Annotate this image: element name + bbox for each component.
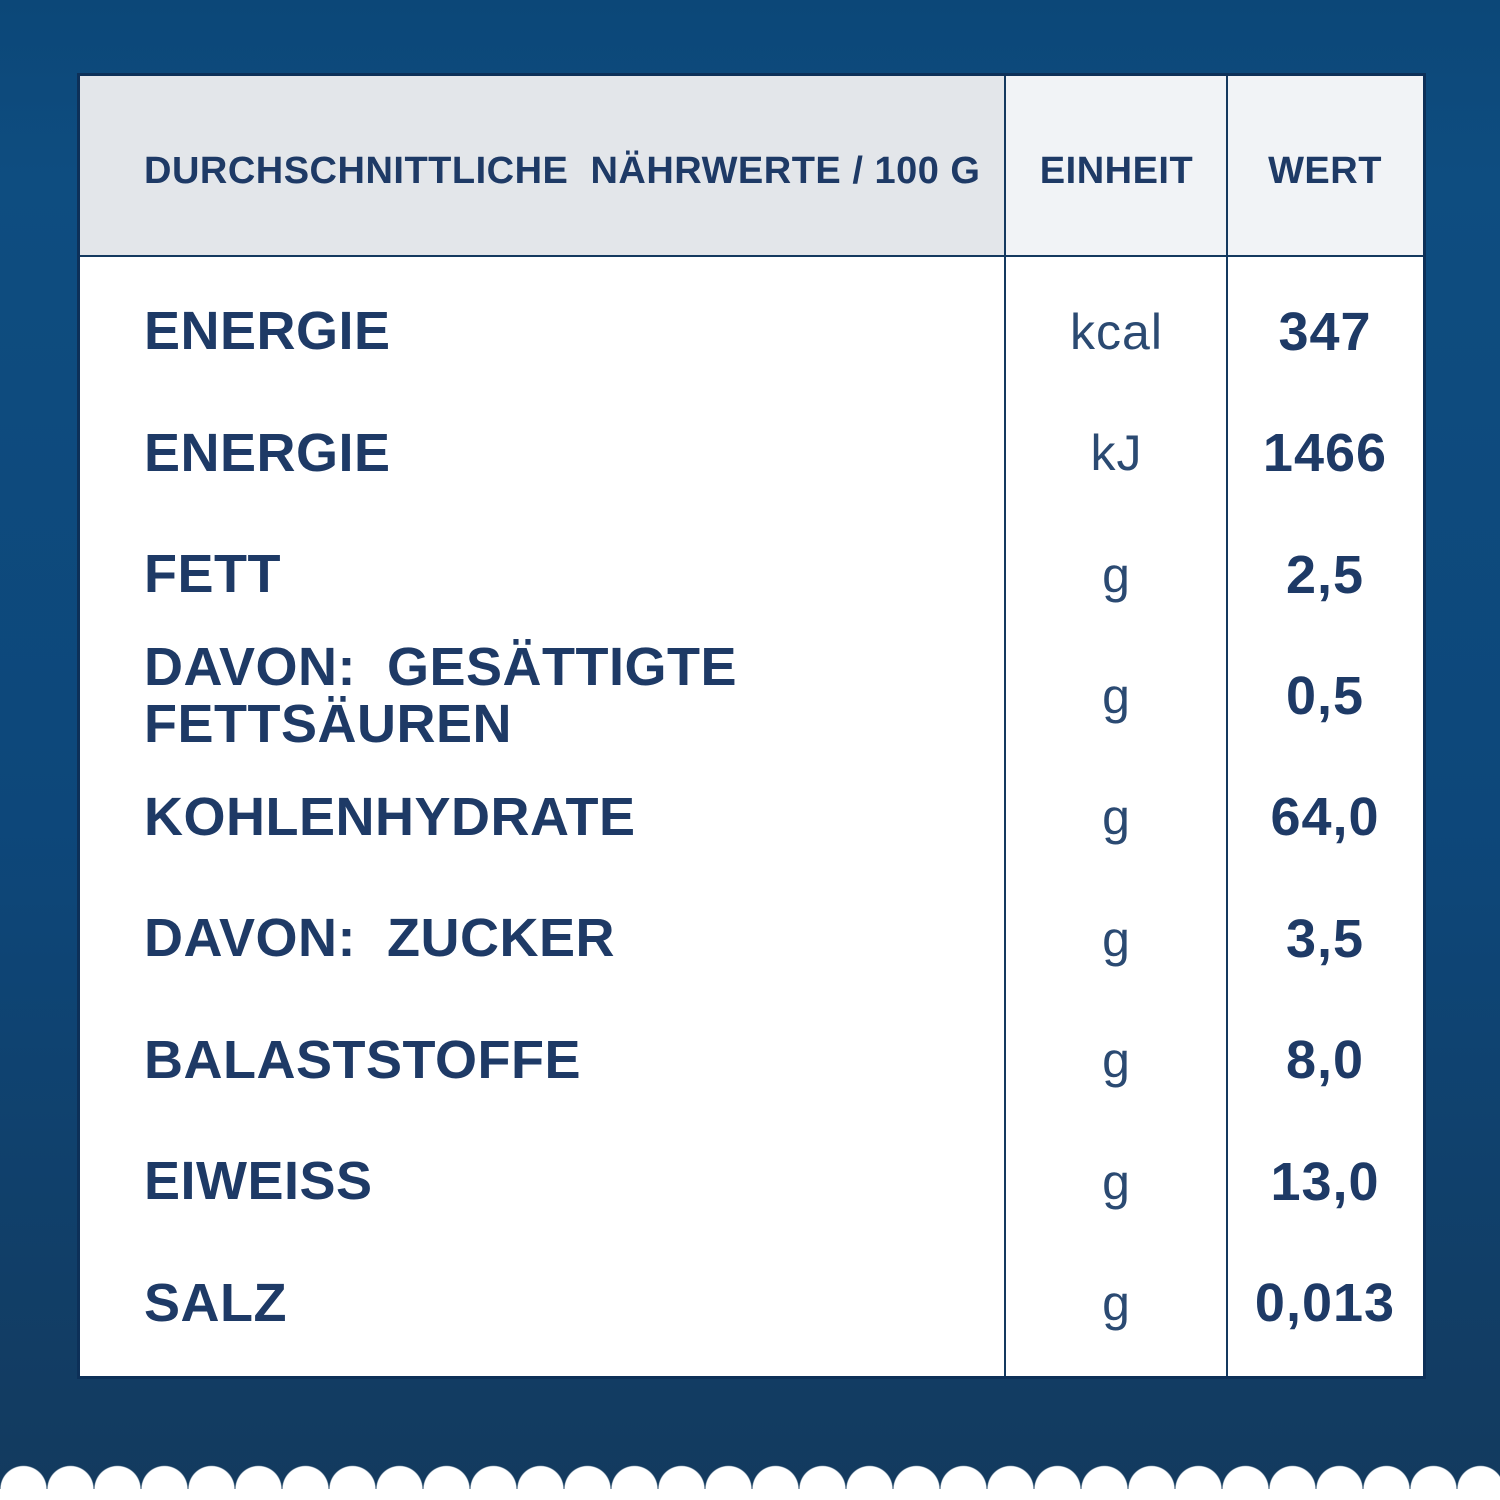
- nutrient-value: 347: [1278, 301, 1372, 362]
- nutrient-value: 0,5: [1285, 666, 1365, 727]
- nutrient-value: 64,0: [1270, 787, 1380, 848]
- nutrient-unit: g: [1102, 910, 1131, 967]
- table-row: EIWEISS g 13,0: [80, 1121, 1423, 1242]
- nutrient-label: DAVON: ZUCKER: [144, 908, 615, 969]
- nutrient-value: 13,0: [1270, 1151, 1380, 1212]
- nutrient-label: DAVON: GESÄTTIGTE FETTSÄUREN: [144, 636, 753, 755]
- nutrient-value: 1466: [1262, 423, 1388, 484]
- nutrient-unit: kcal: [1070, 303, 1163, 360]
- nutrient-label: EIWEISS: [144, 1151, 373, 1212]
- table-row: FETT g 2,5: [80, 514, 1423, 635]
- scalloped-edge: [0, 1463, 1500, 1489]
- column-header-nutrients: DURCHSCHNITTLICHE NÄHRWERTE / 100 G: [80, 76, 1006, 255]
- column-divider: [1226, 76, 1228, 1376]
- nutrient-unit: g: [1102, 546, 1131, 603]
- nutrient-unit: g: [1102, 668, 1131, 725]
- nutrient-label: KOHLENHYDRATE: [144, 786, 636, 847]
- nutrient-value: 2,5: [1285, 544, 1365, 605]
- bottom-white-strip: [0, 1489, 1500, 1500]
- table-row: DAVON: ZUCKER g 3,5: [80, 878, 1423, 999]
- nutrient-label: SALZ: [144, 1272, 287, 1333]
- nutrient-value: 3,5: [1285, 908, 1365, 969]
- nutrient-value: 0,013: [1254, 1273, 1396, 1334]
- column-header-unit: EINHEIT: [1006, 76, 1227, 255]
- nutrient-label: ENERGIE: [144, 301, 391, 362]
- nutrient-label: ENERGIE: [144, 422, 391, 483]
- nutrient-unit: g: [1102, 1275, 1131, 1332]
- nutrient-value: 8,0: [1285, 1030, 1365, 1091]
- nutrient-label: FETT: [144, 543, 281, 604]
- table-header-row: DURCHSCHNITTLICHE NÄHRWERTE / 100 G EINH…: [80, 76, 1423, 257]
- table-row: DAVON: GESÄTTIGTE FETTSÄUREN g 0,5: [80, 635, 1423, 756]
- table-row: ENERGIE kJ 1466: [80, 392, 1423, 513]
- nutrient-unit: g: [1102, 1032, 1131, 1089]
- table-body: ENERGIE kcal 347 ENERGIE kJ 1466 FETT g …: [80, 257, 1423, 1376]
- nutrition-table-card: DURCHSCHNITTLICHE NÄHRWERTE / 100 G EINH…: [77, 73, 1426, 1379]
- table-row: SALZ g 0,013: [80, 1243, 1423, 1364]
- table-row: ENERGIE kcal 347: [80, 271, 1423, 392]
- nutrient-label: BALASTSTOFFE: [144, 1029, 581, 1090]
- column-divider: [1004, 76, 1006, 1376]
- nutrient-unit: g: [1102, 789, 1131, 846]
- table-row: BALASTSTOFFE g 8,0: [80, 1000, 1423, 1121]
- nutrient-unit: kJ: [1090, 425, 1143, 482]
- table-row: KOHLENHYDRATE g 64,0: [80, 757, 1423, 878]
- nutrient-unit: g: [1102, 1153, 1131, 1210]
- column-header-value: WERT: [1227, 76, 1423, 255]
